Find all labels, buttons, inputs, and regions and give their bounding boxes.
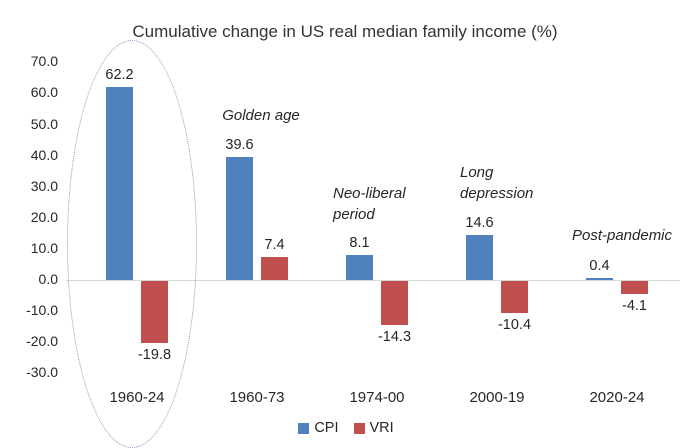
bar-vri-1974-00 [381, 281, 408, 326]
value-label: 8.1 [349, 234, 370, 251]
bar-cpi-2020-24 [586, 278, 613, 280]
value-label: 14.6 [465, 214, 494, 231]
bar-cpi-2000-19 [466, 234, 493, 280]
period-annotation: Golden age [111, 105, 411, 126]
y-axis-tick-label: -20.0 [26, 333, 58, 350]
category-label-1974-00: 1974-00 [349, 389, 405, 406]
bar-cpi-1974-00 [346, 254, 373, 280]
legend-swatch-vri [353, 422, 365, 434]
value-label: 7.4 [264, 236, 285, 253]
category-label-1960-24: 1960-24 [109, 389, 165, 406]
period-annotation: Long depression [460, 162, 533, 204]
y-axis-tick-label: 30.0 [30, 177, 58, 194]
period-annotation-line: period [333, 206, 375, 223]
bar-vri-1960-24 [141, 281, 168, 343]
bar-cpi-1960-24 [106, 86, 133, 280]
value-label: 0.4 [589, 258, 610, 274]
bar-vri-1960-73 [261, 256, 288, 280]
period-annotation-line: Golden age [222, 107, 300, 124]
chart-title: Cumulative change in US real median fami… [132, 22, 558, 41]
period-annotation-line: Post-pandemic [571, 227, 673, 244]
value-label: -10.4 [497, 317, 532, 334]
legend-item-cpi: CPI [298, 420, 339, 436]
period-annotation: Post-pandemic [472, 225, 692, 246]
legend-item-vri: VRI [353, 420, 394, 436]
value-label: -4.1 [622, 297, 647, 314]
period-annotation: Neo-liberal period [333, 183, 406, 225]
category-label-1960-73: 1960-73 [229, 389, 285, 406]
bar-cpi-1960-73 [226, 156, 253, 280]
value-label: 62.2 [105, 66, 134, 83]
y-axis-tick-label: 0.0 [38, 271, 58, 287]
value-label: 39.6 [225, 136, 254, 153]
bar-vri-2000-19 [501, 281, 528, 314]
y-axis-tick-label: -10.0 [26, 302, 58, 319]
value-label: -14.3 [377, 329, 412, 346]
y-axis-tick-label: 70.0 [30, 53, 58, 70]
legend-swatch-cpi [298, 422, 310, 434]
legend: CPI VRI [0, 420, 692, 436]
y-axis-tick-label: -30.0 [26, 364, 58, 381]
period-annotation-line: depression [460, 185, 534, 202]
period-annotation-line: Neo-liberal [333, 185, 406, 202]
category-label-2020-24: 2020-24 [589, 389, 645, 406]
value-label: -19.8 [137, 346, 172, 363]
y-axis-tick-label: 10.0 [30, 239, 58, 256]
y-axis-tick-label: 20.0 [30, 208, 58, 225]
y-axis-tick-label: 40.0 [30, 146, 58, 163]
y-axis-tick-label: 50.0 [30, 115, 58, 132]
legend-label-vri: VRI [369, 420, 394, 436]
legend-label-cpi: CPI [314, 420, 339, 436]
category-label-2000-19: 2000-19 [469, 389, 525, 406]
period-annotation-line: Long [460, 164, 494, 181]
bar-vri-2020-24 [621, 281, 648, 294]
y-axis-tick-label: 60.0 [30, 84, 58, 101]
zero-gridline [66, 280, 680, 281]
